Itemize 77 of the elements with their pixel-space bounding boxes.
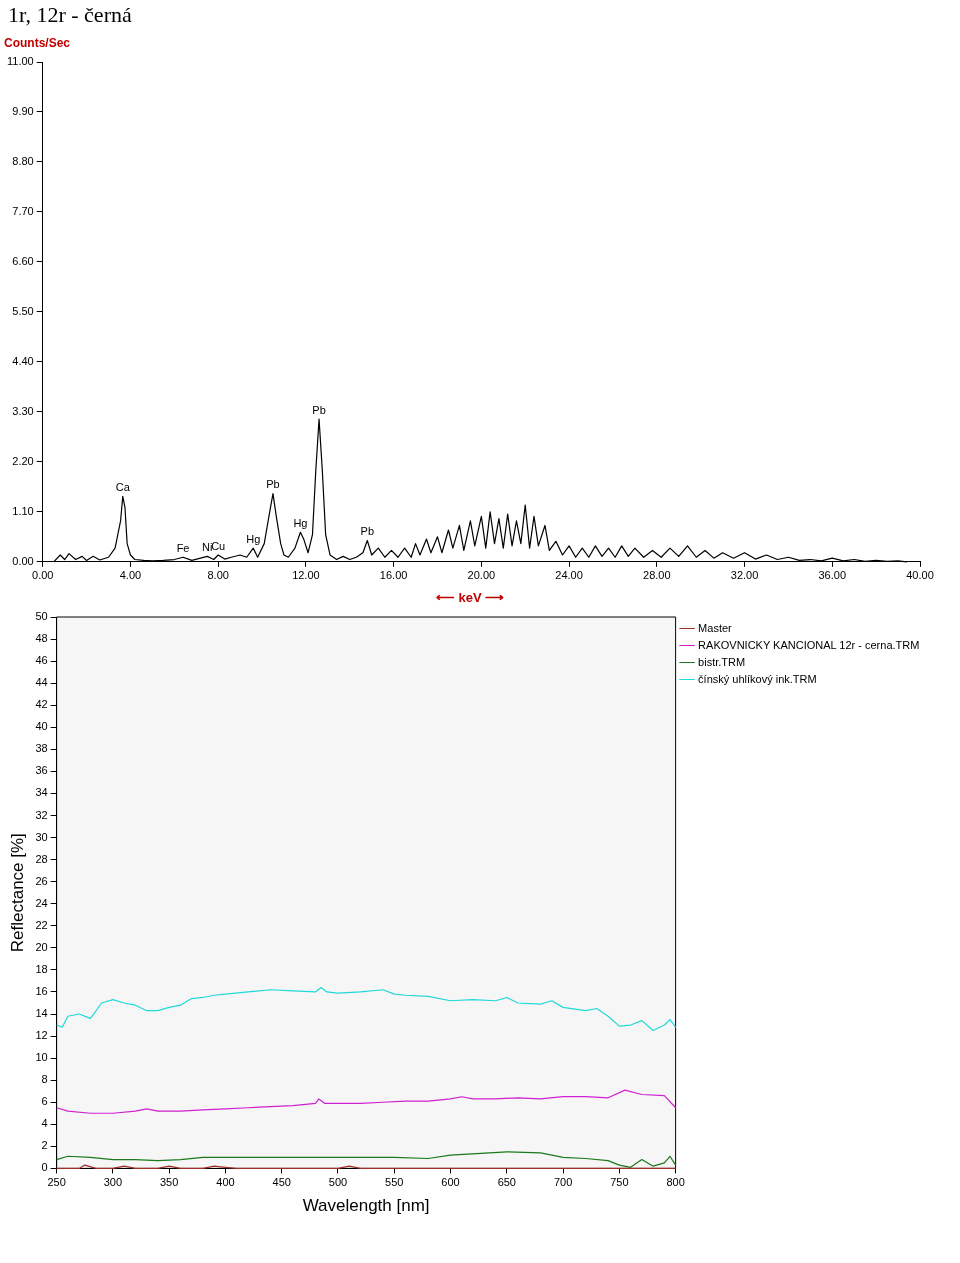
x-tick-label: 16.00 <box>379 569 408 582</box>
y-tick-label: 16 <box>35 984 48 997</box>
y-tick-label: 8 <box>41 1073 48 1086</box>
y-tick-label: 0 <box>41 1161 48 1174</box>
annotation: Pb <box>360 524 375 537</box>
x-tick-label: 400 <box>216 1176 235 1189</box>
legend-label: RAKOVNICKY KANCIONAL 12r - cerna.TRM <box>698 638 920 651</box>
x-tick-label: 40.00 <box>906 569 934 582</box>
x-tick-label: 800 <box>666 1176 685 1189</box>
annotation: Hg <box>246 532 261 545</box>
y-tick-label: 6.60 <box>12 254 34 267</box>
y-tick-label: 42 <box>35 698 48 711</box>
y-tick-label: 48 <box>35 632 48 645</box>
y-tick-label: 22 <box>35 918 48 931</box>
y-tick-label: 26 <box>35 874 48 887</box>
x-tick-label: 550 <box>385 1176 404 1189</box>
x-tick-label: 600 <box>441 1176 460 1189</box>
x-tick-label: 20.00 <box>467 569 496 582</box>
y-tick-label: 2 <box>41 1139 48 1152</box>
annotation: Pb <box>266 478 280 491</box>
x-tick-label: 300 <box>103 1176 123 1189</box>
y-tick-label: 11.00 <box>6 55 34 68</box>
x-tick-label: 24.00 <box>555 569 583 582</box>
y-tick-label: 38 <box>35 742 48 755</box>
x-tick-label: 32.00 <box>730 569 759 582</box>
legend-label: Master <box>698 621 733 634</box>
x-tick-label: 350 <box>160 1176 179 1189</box>
y-tick-label: 7.70 <box>12 204 34 217</box>
x-tick-label: 4.00 <box>119 569 142 582</box>
y-tick-label: 44 <box>35 676 48 689</box>
x-axis-title: Wavelength [nm] <box>302 1196 430 1216</box>
chart-title: 1r, 12r - černá <box>7 1 133 29</box>
y-tick-label: 20 <box>35 940 48 953</box>
y-axis-title: Counts/Sec <box>4 36 71 50</box>
y-tick-label: 2.20 <box>12 454 34 467</box>
legend-label: bistr.TRM <box>698 655 746 668</box>
annotation: Ni <box>202 540 213 553</box>
y-axis-title: Reflectance [%] <box>7 833 27 953</box>
x-tick-label: 8.00 <box>207 569 229 582</box>
y-tick-label: 0.00 <box>12 554 34 567</box>
y-tick-label: 8.80 <box>12 154 34 167</box>
y-tick-label: 28 <box>35 852 48 865</box>
y-tick-label: 4.40 <box>12 354 34 367</box>
annotation: Ca <box>115 480 131 493</box>
y-tick-label: 14 <box>35 1007 48 1020</box>
y-tick-label: 12 <box>35 1029 48 1042</box>
y-tick-label: 9.90 <box>12 105 34 118</box>
y-tick-label: 5.50 <box>12 304 34 317</box>
y-tick-label: 1.10 <box>12 504 34 517</box>
y-tick-label: 10 <box>35 1051 48 1064</box>
x-tick-label: 750 <box>610 1176 629 1189</box>
annotation: Cu <box>211 539 226 552</box>
y-tick-label: 6 <box>41 1095 48 1108</box>
y-tick-label: 18 <box>35 962 48 975</box>
y-tick-label: 4 <box>41 1117 48 1130</box>
y-tick-label: 50 <box>35 610 48 623</box>
x-axis-title: ⟵ keV ⟶ <box>434 590 506 605</box>
y-tick-label: 32 <box>35 808 48 821</box>
x-tick-label: 700 <box>553 1176 573 1189</box>
x-tick-label: 500 <box>328 1176 348 1189</box>
legend-label: čínský uhlíkový ink.TRM <box>698 672 817 685</box>
y-tick-label: 24 <box>35 896 48 909</box>
annotation: Fe <box>176 541 190 554</box>
x-tick-label: 650 <box>497 1176 516 1189</box>
y-tick-label: 36 <box>35 764 48 777</box>
x-tick-label: 36.00 <box>818 569 847 582</box>
y-tick-label: 40 <box>35 720 48 733</box>
annotation: Hg <box>293 516 308 529</box>
y-tick-label: 46 <box>35 654 48 667</box>
x-tick-label: 28.00 <box>643 569 671 582</box>
annotation: Pb <box>312 403 326 416</box>
y-tick-label: 3.30 <box>12 404 34 417</box>
x-tick-label: 12.00 <box>292 569 320 582</box>
y-tick-label: 34 <box>35 786 48 799</box>
x-tick-label: 450 <box>272 1176 291 1189</box>
x-tick-label: 250 <box>47 1176 66 1189</box>
y-tick-label: 30 <box>35 830 48 843</box>
